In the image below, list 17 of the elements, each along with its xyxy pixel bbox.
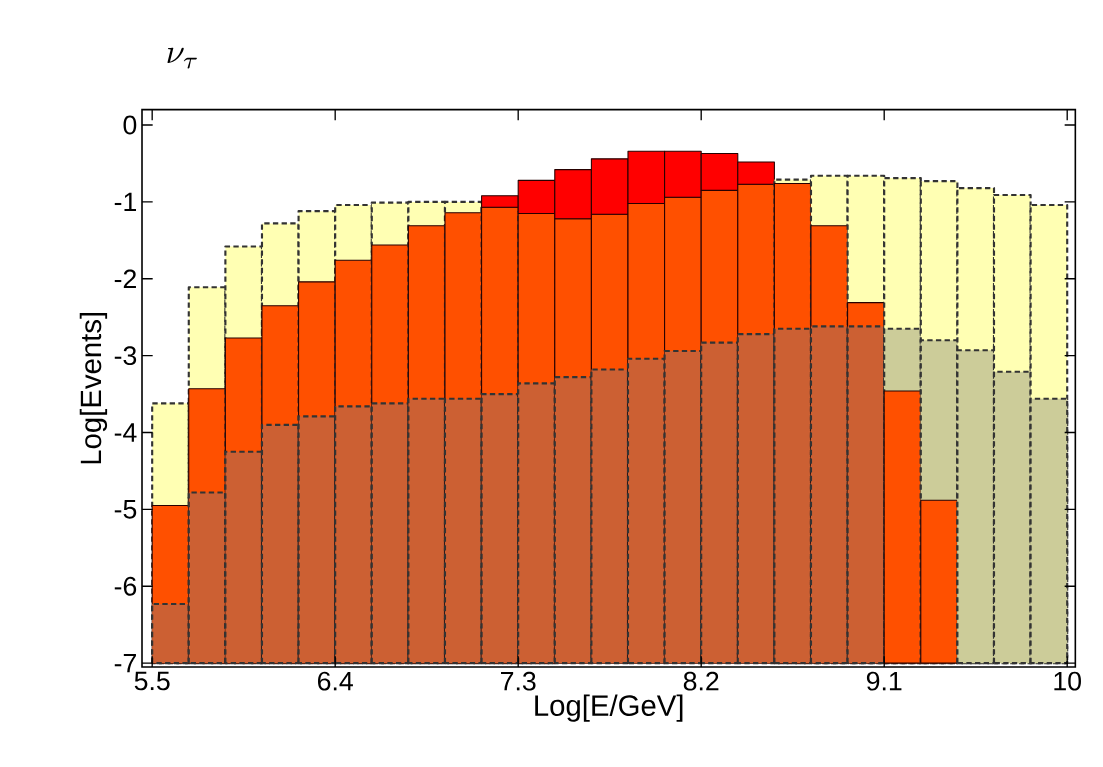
y-tick-label: -3 xyxy=(114,346,137,366)
x-tick-label: 5.5 xyxy=(134,671,170,691)
y-tick-label: -7 xyxy=(114,653,136,673)
x-axis-title: Log[E/GeV] xyxy=(535,694,683,722)
x-tick-label: 6.4 xyxy=(318,671,353,691)
y-axis-title: Log[Events] xyxy=(79,312,108,464)
x-tick-label: 10 xyxy=(1054,671,1081,691)
y-tick-label: -2 xyxy=(114,269,136,289)
chart-title: $\nu_{\tau}$ xyxy=(167,47,197,69)
y-tick-label: -1 xyxy=(114,192,136,212)
y-tick-label: -6 xyxy=(114,576,137,596)
y-tick-label: -4 xyxy=(114,423,137,442)
y-tick-label: 0 xyxy=(123,115,137,135)
y-tick-label: -5 xyxy=(114,500,137,519)
x-tick-label: 8.2 xyxy=(683,671,719,691)
x-tick-label: 9.1 xyxy=(866,671,902,691)
x-tick-label: 7.3 xyxy=(501,671,536,691)
